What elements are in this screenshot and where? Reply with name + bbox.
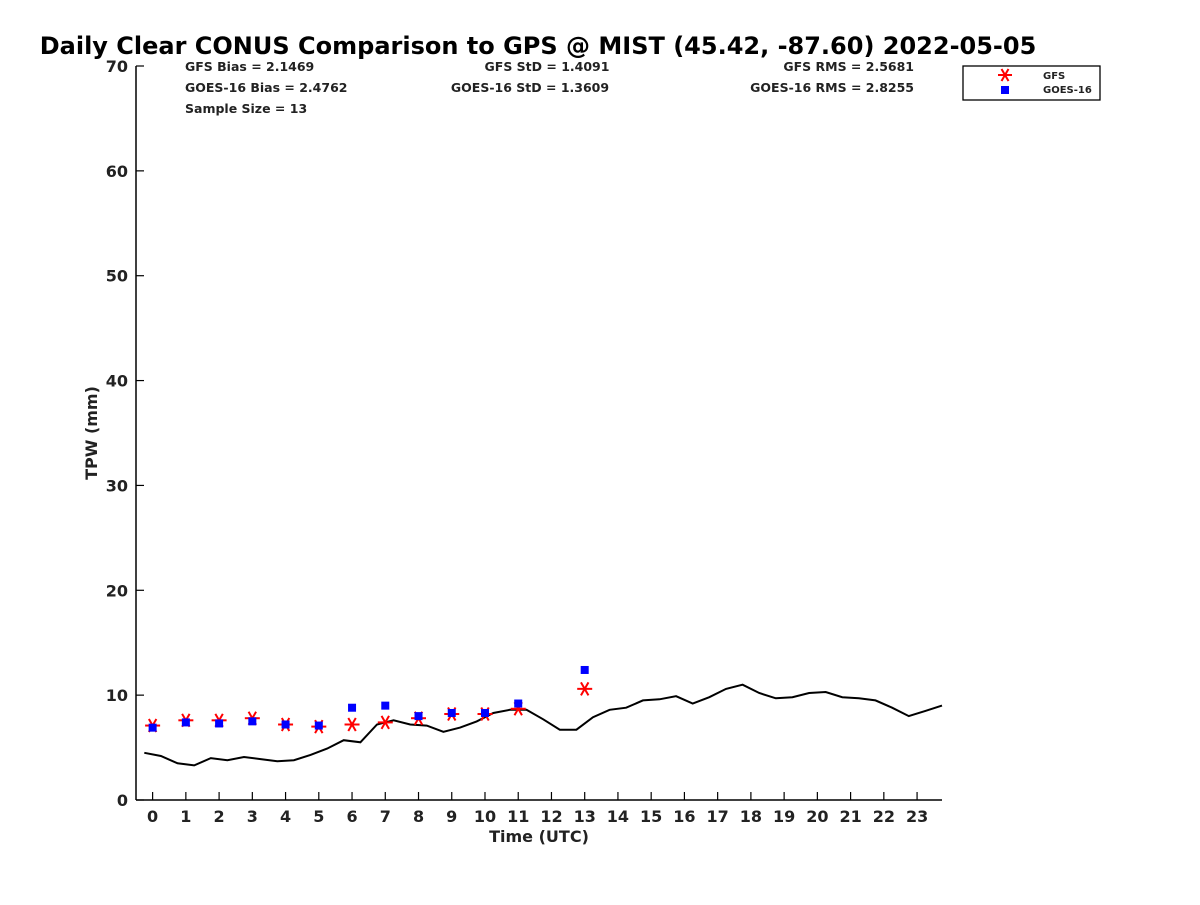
x-tick-label: 0 xyxy=(147,807,158,826)
x-tick-label: 7 xyxy=(380,807,391,826)
goes16-point xyxy=(248,717,257,726)
x-tick-label: 17 xyxy=(707,807,729,826)
x-tick-label: 4 xyxy=(280,807,291,826)
stat-goes-std: GOES-16 StD = 1.3609 xyxy=(451,80,609,95)
legend-gfs-label: GFS xyxy=(1043,71,1065,82)
y-tick-label: 20 xyxy=(106,581,128,600)
stat-gfs-bias: GFS Bias = 2.1469 xyxy=(185,59,314,74)
legend-goes-square xyxy=(1001,86,1009,94)
y-tick-label: 70 xyxy=(106,57,128,76)
stat-goes-bias: GOES-16 Bias = 2.4762 xyxy=(185,80,347,95)
goes16-point xyxy=(348,703,357,712)
y-tick-label: 10 xyxy=(106,686,128,705)
gfs-point xyxy=(344,717,360,732)
x-tick-label: 16 xyxy=(673,807,695,826)
legend-goes-label: GOES-16 xyxy=(1043,85,1092,96)
goes16-point xyxy=(215,719,224,728)
x-tick-label: 11 xyxy=(507,807,529,826)
goes16-point xyxy=(181,718,190,727)
x-tick-label: 22 xyxy=(873,807,895,826)
legend-gfs-marker xyxy=(998,68,1012,82)
stat-gfs-std: GFS StD = 1.4091 xyxy=(485,59,610,74)
y-tick-label: 60 xyxy=(106,162,128,181)
y-tick-label: 30 xyxy=(106,476,128,495)
legend: GFS GOES-16 xyxy=(962,65,1101,101)
legend-gfs-star xyxy=(998,68,1012,82)
x-tick-label: 14 xyxy=(607,807,629,826)
x-tick-label: 13 xyxy=(574,807,596,826)
legend-box xyxy=(962,65,1101,101)
y-axis-label: TPW (mm) xyxy=(82,386,101,480)
goes16-point xyxy=(414,712,423,721)
legend-goes-marker xyxy=(1001,86,1009,94)
y-tick-label: 40 xyxy=(106,372,128,391)
plot-area xyxy=(144,665,943,767)
goes16-point xyxy=(514,699,523,708)
x-tick-label: 3 xyxy=(247,807,258,826)
goes16-point xyxy=(447,708,456,717)
goes16-point xyxy=(148,723,157,732)
x-tick-label: 21 xyxy=(839,807,861,826)
goes16-point xyxy=(480,708,489,717)
x-tick-label: 20 xyxy=(806,807,828,826)
y-tick-label: 0 xyxy=(117,791,128,810)
x-tick-label: 2 xyxy=(214,807,225,826)
gps-series-line xyxy=(144,683,943,767)
x-tick-label: 12 xyxy=(540,807,562,826)
stat-goes-rms: GOES-16 RMS = 2.8255 xyxy=(750,80,914,95)
stat-gfs-rms: GFS RMS = 2.5681 xyxy=(783,59,914,74)
gfs-point xyxy=(577,681,593,696)
x-tick-label: 6 xyxy=(346,807,357,826)
goes16-point xyxy=(281,720,290,729)
goes16-point xyxy=(580,665,589,674)
x-tick-label: 15 xyxy=(640,807,662,826)
x-tick-label: 10 xyxy=(474,807,496,826)
x-tick-label: 5 xyxy=(313,807,324,826)
goes16-point xyxy=(314,721,323,730)
x-tick-label: 8 xyxy=(413,807,424,826)
x-tick-label: 19 xyxy=(773,807,795,826)
axes: 0 1 2 3 4 5 6 7 8 9 10 11 12 13 14 15 16 17 18 19 20 21 22 2301… xyxy=(106,57,942,826)
x-tick-label: 1 xyxy=(180,807,191,826)
x-tick-label: 23 xyxy=(906,807,928,826)
stat-sample-size: Sample Size = 13 xyxy=(185,101,307,116)
gfs-point xyxy=(377,715,393,730)
x-tick-label: 18 xyxy=(740,807,762,826)
y-tick-label: 50 xyxy=(106,267,128,286)
chart-title: Daily Clear CONUS Comparison to GPS @ MI… xyxy=(40,32,1037,60)
goes16-point xyxy=(381,701,390,710)
x-axis-label: Time (UTC) xyxy=(489,827,589,846)
x-tick-label: 9 xyxy=(446,807,457,826)
